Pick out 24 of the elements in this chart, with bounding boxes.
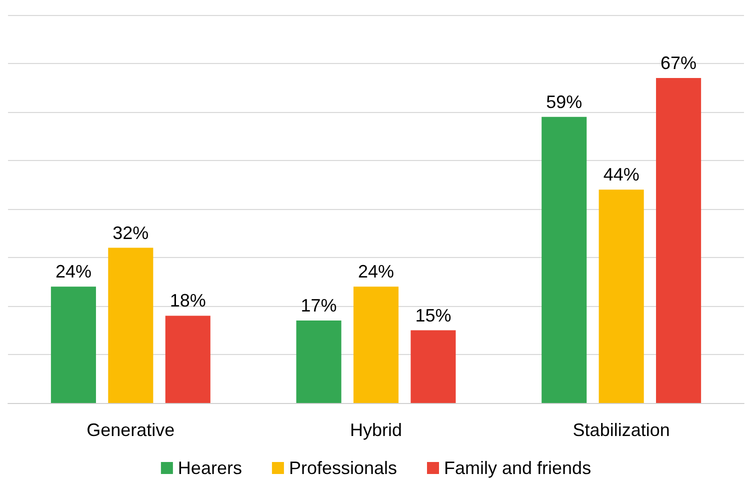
data-label: 24%: [358, 262, 394, 282]
bar: [108, 248, 154, 403]
bar: [656, 78, 702, 403]
x-tick-label: Stabilization: [572, 420, 670, 440]
legend-label: Hearers: [178, 458, 242, 478]
x-tick-label: Hybrid: [350, 420, 402, 440]
bar: [542, 116, 587, 403]
data-label: 32%: [112, 222, 149, 243]
data-label: 67%: [660, 53, 697, 74]
bar: [50, 286, 96, 403]
bar: [410, 330, 456, 403]
data-label: 44%: [603, 164, 640, 185]
legend-label: Professionals: [288, 458, 398, 478]
data-label: 17%: [300, 296, 337, 316]
bar: [598, 190, 644, 403]
bar: [165, 316, 210, 403]
data-label: 15%: [415, 305, 452, 326]
data-label: 59%: [546, 92, 582, 112]
data-label: 24%: [55, 262, 92, 282]
bar: [296, 320, 342, 403]
x-tick-label: Generative: [86, 420, 175, 440]
data-label: 18%: [170, 290, 206, 311]
bar: [353, 286, 399, 403]
legend-label: Family and friends: [444, 458, 592, 478]
